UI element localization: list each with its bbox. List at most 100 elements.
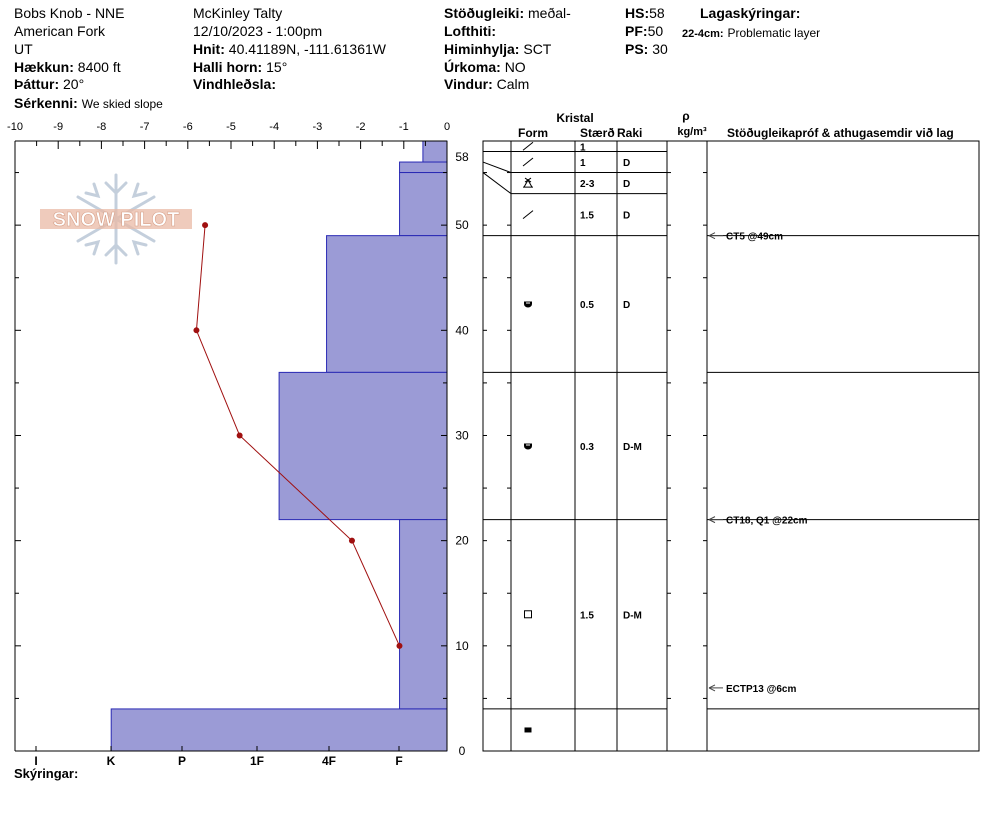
surface-hoar-icon [523,177,533,188]
hardness-tick-label: F [395,754,402,768]
precip-particle-icon [522,157,534,167]
form-header: Form [518,126,548,140]
stability-test: CT18, Q1 @22cm [708,516,808,527]
height-tick-label: 20 [455,534,469,548]
hs: HS:58 [625,5,665,21]
test-label: ECTP13 @6cm [726,684,796,695]
table-row: 2-3 D [523,177,630,190]
hardness-bar [278,371,448,521]
stability: Stöðugleiki: meðal- [444,5,571,21]
temp-tick-label: -9 [53,121,63,133]
temp-tick-label: 0 [444,121,450,133]
aspect-label: Þáttur: [14,76,60,92]
temp-tick-label: -4 [269,121,279,133]
density-unit: kg/m³ [677,126,707,138]
hardness-bar [399,519,448,710]
wind: Vindur: Calm [444,76,529,92]
wind-loading-label: Vindhleðsla: [193,76,276,92]
temperature-point [202,222,209,229]
sky-value: SCT [523,41,552,57]
crystal-size: 2-3 [580,179,595,190]
moisture: D [623,300,630,311]
hs-label: HS: [625,5,650,21]
table-row: 1.5 D [522,210,630,222]
watermark-text: SNOW PILOT [53,209,180,231]
layer-connector [482,172,512,194]
hardness-bar [422,140,448,163]
test-arrowhead-icon [708,516,716,524]
specifics: Sérkenni: We skied slope [14,95,163,112]
aspect: Þáttur: 20° [14,76,84,92]
elevation-value: 8400 ft [77,59,121,75]
faceted-crystal-icon [524,610,532,619]
hardness-tick-label: P [178,754,186,768]
observer-name: McKinley Talty [193,5,283,21]
temperature-axis: -10 -9 -8 -7 -6 -5 -4 -3 -2 -1 0 [7,121,450,149]
temperature-profile [193,222,403,649]
slope-label: Halli horn: [193,59,263,75]
stability-label: Stöðugleiki: [444,5,525,21]
height-tick-label: 30 [455,428,469,442]
wind-label: Vindur: [444,76,493,92]
ps-value: 30 [652,41,668,57]
table-row: 0.5 D [524,300,630,311]
ice-layer-icon [524,727,532,733]
height-tick-label: 10 [455,639,469,653]
table-row [524,727,532,733]
hardness-layers [110,140,448,752]
precip-particle-icon [522,141,534,151]
crystal-size: 1.5 [580,211,594,222]
stability-value: meðal- [528,5,571,21]
crystal-table-headers: Kristal Form Stærð Raki ρ kg/m³ Stöðugle… [518,109,954,140]
temperature-point [236,432,243,439]
density-symbol: ρ [682,109,689,123]
crystal-size: 1 [580,142,586,153]
layer-note-range: 22-4cm: [682,28,724,40]
hardness-bar [326,235,448,373]
crystal-size: 1 [580,158,586,169]
hardness-tick-label: 1F [250,754,264,768]
specifics-label: Sérkenni: [14,95,78,111]
hardness-axis: I K P 1F 4F F [15,746,447,768]
test-arrowhead-icon [708,684,716,692]
height-tick-label: 40 [455,323,469,337]
hardness-bar [399,161,448,174]
temp-tick-label: -1 [399,121,409,133]
crystal-header: Kristal [556,111,593,125]
table-row: 0.3 D-M [524,442,642,453]
air-temperature: Lofthiti: [444,23,496,39]
test-label: CT5 @49cm [726,232,783,243]
precip-particle-icon [522,210,534,220]
sky-cover: Himinhylja: SCT [444,41,551,57]
temperature-point [348,537,355,544]
moisture: D [623,179,630,190]
precipitation: Úrkoma: NO [444,59,526,75]
sky-label: Himinhylja: [444,41,520,57]
layer-note: 22-4cm: Problematic layer [682,24,820,42]
table-row: 1.5 D-M [524,610,642,621]
ps-label: PS: [625,41,649,57]
wind-value: Calm [496,76,530,92]
wind-loading: Vindhleðsla: [193,76,276,92]
crystal-size: 1.5 [580,610,594,621]
table-frame [482,140,980,752]
observation-datetime: 12/10/2023 - 1:00pm [193,23,323,39]
moisture-header: Raki [617,126,642,140]
layer-notes-title: Lagaskýringar: [700,5,800,21]
hs-value: 58 [649,5,665,21]
moisture: D [623,158,630,169]
height-tick-label: 50 [455,218,469,232]
location-name: Bobs Knob - NNE [14,5,125,21]
pf-label: PF: [625,23,648,39]
temp-tick-label: -7 [140,121,150,133]
crystal-size: 0.5 [580,300,594,311]
precip-value: NO [504,59,526,75]
layer-notes-title-text: Lagaskýringar: [700,5,801,21]
moisture: D-M [623,610,642,621]
hardness-bar [399,172,448,237]
elevation-label: Hækkun: [14,59,74,75]
layer-connector [482,161,512,174]
precip-label: Úrkoma: [444,59,501,75]
temperature-point [193,327,200,334]
